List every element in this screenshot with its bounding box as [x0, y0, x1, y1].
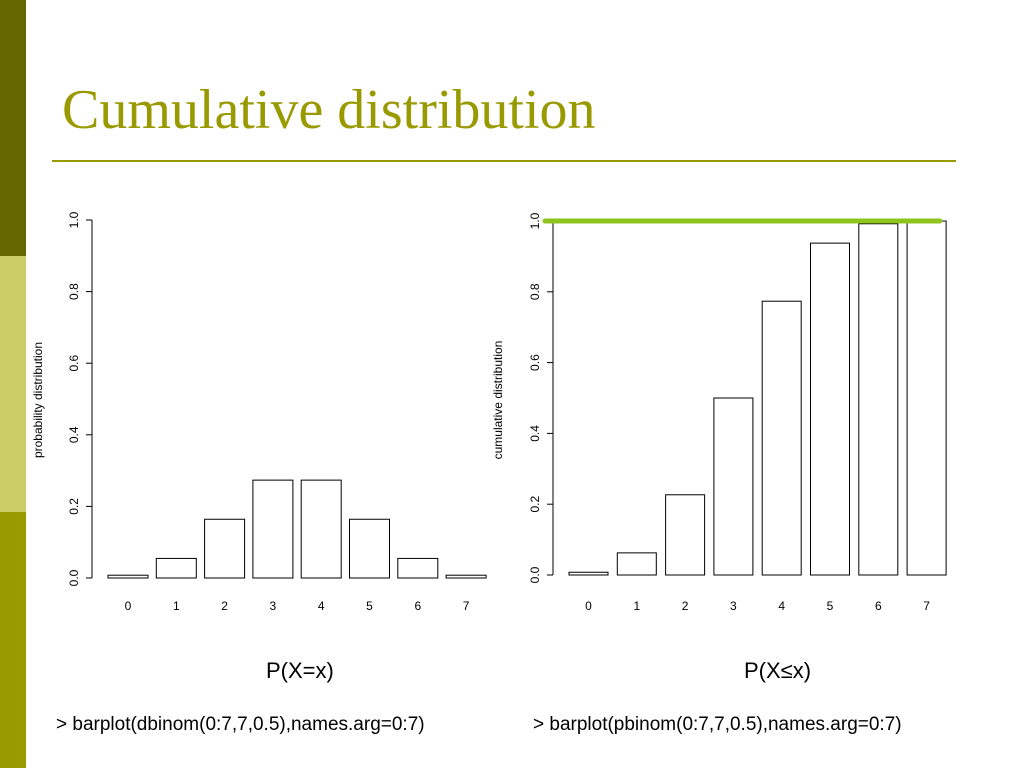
pmf-bar-3 [252, 479, 294, 579]
sidebar-block-top [0, 0, 26, 256]
code-pbinom: > barplot(pbinom(0:7,7,0.5),names.arg=0:… [533, 714, 902, 735]
pmf-x-tick-label-2: 2 [221, 599, 228, 613]
pmf-x-tick-label-0: 0 [125, 599, 132, 613]
cdf-y-tick-label-3: 0.6 [528, 354, 542, 371]
cdf-bar-4 [761, 300, 802, 576]
cdf-bar-2 [665, 494, 706, 576]
sidebar-block-bottom [0, 512, 26, 768]
cdf-y-tick-label-1: 0.2 [528, 496, 542, 513]
pmf-bar-7 [445, 574, 487, 579]
pmf-x-tick-label-4: 4 [318, 599, 325, 613]
cdf-bar-5 [810, 242, 850, 576]
cdf-bar-3 [713, 397, 754, 576]
cdf-x-tick-label-2: 2 [682, 599, 689, 613]
cdf-x-tick-label-6: 6 [875, 599, 882, 613]
cdf-x-tick-label-1: 1 [633, 599, 640, 613]
pmf-y-tick-label-0: 0.0 [67, 569, 81, 586]
pmf-x-tick-label-6: 6 [414, 599, 421, 613]
pmf-y-tick-label-5: 1.0 [67, 211, 81, 228]
code-dbinom: > barplot(dbinom(0:7,7,0.5),names.arg=0:… [56, 714, 425, 735]
cdf-bar-0 [568, 571, 609, 576]
pmf-bar-0 [107, 574, 149, 579]
pmf-bar-4 [300, 479, 342, 579]
pmf-y-tick-label-2: 0.4 [67, 426, 81, 443]
pmf-bar-2 [204, 518, 246, 579]
pmf-x-tick-label-5: 5 [366, 599, 373, 613]
pmf-x-tick-label-1: 1 [173, 599, 180, 613]
cdf-bar-7 [906, 220, 947, 576]
cdf-x-tick-label-3: 3 [730, 599, 737, 613]
cdf-x-tick-label-4: 4 [778, 599, 785, 613]
pmf-bar-5 [349, 518, 390, 579]
title-underline [52, 160, 956, 162]
pmf-x-tick-label-7: 7 [463, 599, 470, 613]
cdf-y-tick-label-2: 0.4 [528, 425, 542, 442]
cdf-y-tick-label-5: 1.0 [528, 212, 542, 229]
pmf-bar-6 [397, 557, 439, 579]
pmf-y-tick-label-4: 0.8 [67, 283, 81, 300]
cdf-x-tick-label-7: 7 [923, 599, 930, 613]
caption-pmf: P(X=x) [266, 658, 334, 683]
cdf-bar-6 [858, 223, 899, 576]
caption-cdf: P(X≤x) [744, 658, 812, 683]
cdf-bar-1 [616, 552, 657, 576]
cdf-y-axis-label: cumulative distribution [491, 341, 505, 460]
pmf-bar-1 [155, 557, 197, 579]
cdf-y-tick-label-4: 0.8 [528, 283, 542, 300]
cdf-y-tick-label-0: 0.0 [528, 566, 542, 583]
cdf-x-tick-label-5: 5 [827, 599, 834, 613]
pmf-x-tick-label-3: 3 [270, 599, 277, 613]
cdf-x-tick-label-0: 0 [585, 599, 592, 613]
pmf-y-tick-label-1: 0.2 [67, 498, 81, 515]
slide-title: Cumulative distribution [62, 79, 596, 141]
pmf-y-axis-label: probability distribution [31, 342, 45, 458]
pmf-y-tick-label-3: 0.6 [67, 355, 81, 372]
sidebar-block-middle [0, 256, 26, 512]
